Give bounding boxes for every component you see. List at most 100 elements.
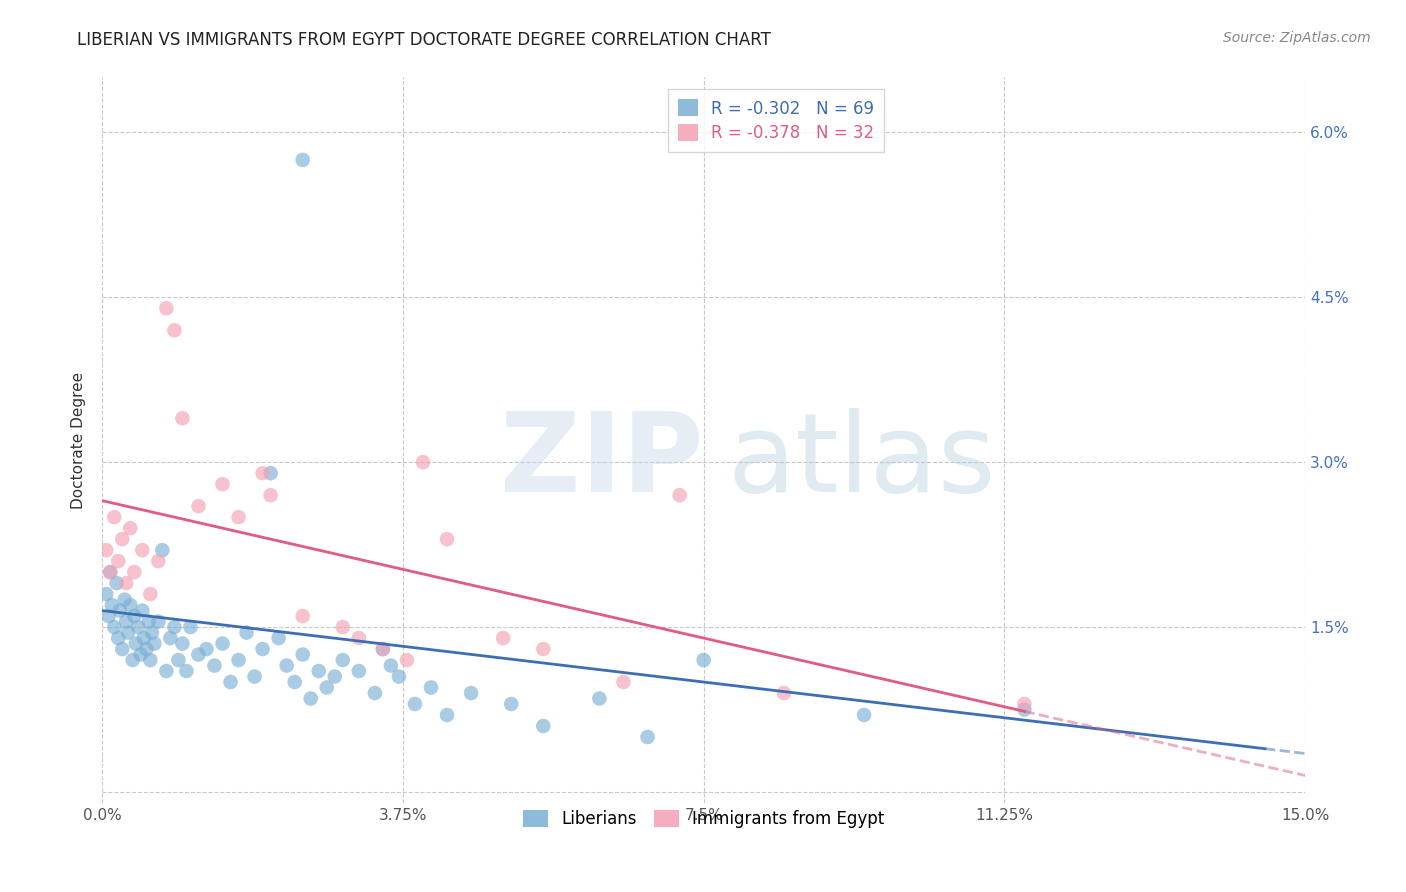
Point bbox=[139, 653, 162, 667]
Point bbox=[259, 466, 281, 480]
Point bbox=[420, 681, 443, 695]
Point bbox=[120, 521, 142, 535]
Point bbox=[135, 642, 157, 657]
Point bbox=[115, 615, 138, 629]
Point bbox=[371, 642, 394, 657]
Point bbox=[117, 625, 139, 640]
Point bbox=[692, 653, 714, 667]
Point bbox=[103, 510, 125, 524]
Point bbox=[252, 466, 274, 480]
Point bbox=[111, 532, 134, 546]
Point bbox=[259, 488, 281, 502]
Point bbox=[98, 565, 121, 579]
Point bbox=[347, 664, 370, 678]
Point bbox=[159, 631, 181, 645]
Point bbox=[163, 323, 186, 337]
Point bbox=[404, 697, 426, 711]
Point bbox=[323, 669, 346, 683]
Point bbox=[291, 609, 314, 624]
Point bbox=[96, 587, 118, 601]
Text: ZIP: ZIP bbox=[501, 409, 703, 516]
Point bbox=[436, 708, 458, 723]
Point bbox=[531, 719, 554, 733]
Point bbox=[155, 664, 177, 678]
Point bbox=[276, 658, 298, 673]
Point bbox=[315, 681, 337, 695]
Point bbox=[219, 675, 242, 690]
Point bbox=[252, 642, 274, 657]
Point bbox=[148, 615, 170, 629]
Y-axis label: Doctorate Degree: Doctorate Degree bbox=[72, 372, 86, 508]
Point bbox=[172, 411, 194, 425]
Point bbox=[138, 615, 160, 629]
Point bbox=[612, 675, 634, 690]
Point bbox=[332, 620, 354, 634]
Point bbox=[107, 554, 129, 568]
Point bbox=[211, 477, 233, 491]
Point bbox=[195, 642, 218, 657]
Point bbox=[108, 604, 131, 618]
Point bbox=[668, 488, 690, 502]
Legend: Liberians, Immigrants from Egypt: Liberians, Immigrants from Egypt bbox=[516, 803, 891, 835]
Point bbox=[124, 565, 146, 579]
Point bbox=[101, 598, 124, 612]
Point bbox=[291, 648, 314, 662]
Point bbox=[150, 543, 173, 558]
Point bbox=[120, 598, 142, 612]
Point bbox=[267, 631, 290, 645]
Point bbox=[125, 636, 148, 650]
Point bbox=[114, 592, 136, 607]
Point bbox=[1014, 702, 1036, 716]
Point bbox=[148, 554, 170, 568]
Point bbox=[143, 636, 166, 650]
Point bbox=[531, 642, 554, 657]
Point bbox=[187, 648, 209, 662]
Point bbox=[105, 576, 128, 591]
Point bbox=[211, 636, 233, 650]
Point bbox=[129, 648, 152, 662]
Point bbox=[131, 543, 153, 558]
Point bbox=[772, 686, 794, 700]
Point bbox=[179, 620, 201, 634]
Point bbox=[436, 532, 458, 546]
Point bbox=[124, 609, 146, 624]
Point bbox=[228, 653, 250, 667]
Point bbox=[131, 604, 153, 618]
Point bbox=[371, 642, 394, 657]
Point bbox=[204, 658, 226, 673]
Text: LIBERIAN VS IMMIGRANTS FROM EGYPT DOCTORATE DEGREE CORRELATION CHART: LIBERIAN VS IMMIGRANTS FROM EGYPT DOCTOR… bbox=[77, 31, 772, 49]
Point bbox=[172, 636, 194, 650]
Point bbox=[176, 664, 198, 678]
Point bbox=[1014, 697, 1036, 711]
Point bbox=[388, 669, 411, 683]
Point bbox=[141, 625, 163, 640]
Point bbox=[501, 697, 523, 711]
Point bbox=[163, 620, 186, 634]
Point bbox=[121, 653, 143, 667]
Point bbox=[299, 691, 322, 706]
Point bbox=[492, 631, 515, 645]
Point bbox=[127, 620, 149, 634]
Point bbox=[107, 631, 129, 645]
Point bbox=[588, 691, 610, 706]
Point bbox=[380, 658, 402, 673]
Point bbox=[347, 631, 370, 645]
Point bbox=[115, 576, 138, 591]
Point bbox=[853, 708, 876, 723]
Point bbox=[111, 642, 134, 657]
Point bbox=[132, 631, 155, 645]
Point bbox=[228, 510, 250, 524]
Point bbox=[243, 669, 266, 683]
Point bbox=[364, 686, 387, 700]
Point bbox=[637, 730, 659, 744]
Point bbox=[291, 153, 314, 167]
Point bbox=[167, 653, 190, 667]
Point bbox=[139, 587, 162, 601]
Text: atlas: atlas bbox=[728, 409, 997, 516]
Point bbox=[96, 543, 118, 558]
Point bbox=[155, 301, 177, 316]
Point bbox=[460, 686, 482, 700]
Point bbox=[98, 565, 121, 579]
Point bbox=[308, 664, 330, 678]
Point bbox=[187, 499, 209, 513]
